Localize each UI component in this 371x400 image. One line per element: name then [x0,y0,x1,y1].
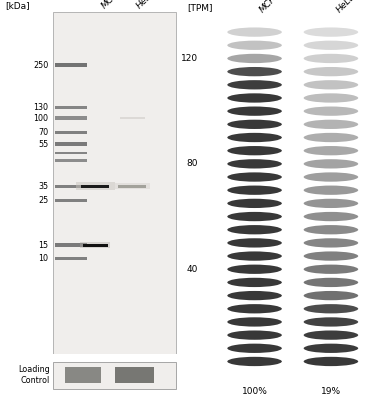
Text: Low: Low [131,362,148,372]
Ellipse shape [303,159,358,168]
Text: HeLa: HeLa [135,0,157,10]
Text: 15: 15 [39,241,49,250]
Bar [55,185,86,188]
Ellipse shape [227,357,282,366]
Ellipse shape [303,120,358,129]
Text: [kDa]: [kDa] [6,1,30,10]
Ellipse shape [303,28,358,37]
Ellipse shape [227,225,282,234]
Text: HeLa: HeLa [335,0,357,14]
Bar [55,243,86,247]
Ellipse shape [227,93,282,103]
Text: RNA
[TPM]: RNA [TPM] [187,0,213,12]
Ellipse shape [227,264,282,274]
Ellipse shape [303,344,358,353]
Ellipse shape [227,278,282,287]
Ellipse shape [227,172,282,182]
Bar [118,185,147,188]
Ellipse shape [227,252,282,261]
Ellipse shape [303,54,358,63]
Ellipse shape [227,212,282,221]
Text: 19%: 19% [321,386,341,396]
Bar [55,160,86,162]
Bar [83,244,108,247]
Bar [53,362,177,388]
Ellipse shape [227,120,282,129]
Ellipse shape [227,146,282,155]
Bar [81,242,110,248]
Bar [65,367,101,383]
Ellipse shape [303,93,358,103]
Ellipse shape [303,264,358,274]
Ellipse shape [303,291,358,300]
Text: 40: 40 [187,265,198,274]
Ellipse shape [227,133,282,142]
Ellipse shape [303,186,358,195]
Ellipse shape [227,186,282,195]
Text: 55: 55 [38,140,49,148]
Bar [53,12,177,354]
Text: MCF-7: MCF-7 [100,0,126,10]
Text: 80: 80 [187,159,198,168]
Bar [55,142,86,146]
Ellipse shape [303,67,358,76]
Ellipse shape [303,106,358,116]
Text: 250: 250 [33,60,49,70]
Ellipse shape [227,67,282,76]
Text: 120: 120 [181,54,198,63]
Ellipse shape [303,199,358,208]
Bar [76,182,115,190]
Bar [81,184,109,188]
Text: 100%: 100% [242,386,267,396]
Bar [55,131,86,134]
Ellipse shape [227,238,282,248]
Text: 25: 25 [38,196,49,205]
Ellipse shape [303,304,358,314]
Bar [55,106,86,109]
Bar [120,117,145,119]
Ellipse shape [227,344,282,353]
Ellipse shape [303,80,358,90]
Ellipse shape [227,304,282,314]
Ellipse shape [227,80,282,90]
Ellipse shape [227,106,282,116]
Ellipse shape [227,291,282,300]
Text: 35: 35 [39,182,49,191]
Text: 100: 100 [34,114,49,122]
Ellipse shape [227,317,282,327]
Text: Loading
Control: Loading Control [18,365,50,385]
Ellipse shape [303,357,358,366]
Ellipse shape [303,146,358,155]
Ellipse shape [303,278,358,287]
Text: 10: 10 [39,254,49,264]
Ellipse shape [303,238,358,248]
Ellipse shape [303,172,358,182]
Bar [55,63,86,67]
Bar [55,152,86,154]
Ellipse shape [227,28,282,37]
Bar [55,257,86,260]
Ellipse shape [303,225,358,234]
Bar [55,199,86,202]
Ellipse shape [227,199,282,208]
Bar [115,367,154,383]
Ellipse shape [303,133,358,142]
Ellipse shape [303,252,358,261]
Ellipse shape [227,330,282,340]
Ellipse shape [303,330,358,340]
Bar [115,183,150,190]
Text: High: High [88,362,109,372]
Ellipse shape [303,212,358,221]
Ellipse shape [227,54,282,63]
Text: 130: 130 [34,103,49,112]
Bar [55,116,86,120]
Text: MCF-7: MCF-7 [258,0,284,14]
Ellipse shape [227,41,282,50]
Ellipse shape [303,317,358,327]
Ellipse shape [303,41,358,50]
Ellipse shape [227,159,282,168]
Text: 70: 70 [39,128,49,137]
